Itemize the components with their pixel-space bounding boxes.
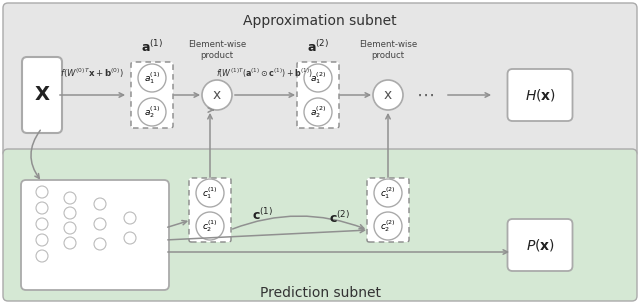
- Circle shape: [64, 192, 76, 204]
- Text: Prediction subnet: Prediction subnet: [259, 286, 381, 300]
- FancyBboxPatch shape: [508, 69, 573, 121]
- Circle shape: [138, 98, 166, 126]
- Circle shape: [94, 238, 106, 250]
- Circle shape: [94, 218, 106, 230]
- Text: $f(W^{(0)T}\mathbf{x}+\mathbf{b}^{(0)})$: $f(W^{(0)T}\mathbf{x}+\mathbf{b}^{(0)})$: [60, 67, 124, 80]
- Circle shape: [64, 237, 76, 249]
- Text: $a_1^{(2)}$: $a_1^{(2)}$: [310, 70, 326, 86]
- Text: $a_2^{(1)}$: $a_2^{(1)}$: [144, 104, 160, 120]
- Text: $a_1^{(1)}$: $a_1^{(1)}$: [144, 70, 160, 86]
- Text: $\mathsf{x}$: $\mathsf{x}$: [383, 88, 393, 102]
- Circle shape: [196, 179, 224, 207]
- Circle shape: [94, 198, 106, 210]
- Circle shape: [124, 232, 136, 244]
- Circle shape: [196, 212, 224, 240]
- Text: $c_2^{(1)}$: $c_2^{(1)}$: [202, 218, 218, 234]
- Circle shape: [36, 218, 48, 230]
- Text: $\cdots$: $\cdots$: [416, 86, 434, 104]
- Circle shape: [124, 212, 136, 224]
- Circle shape: [36, 186, 48, 198]
- FancyBboxPatch shape: [131, 62, 173, 128]
- Circle shape: [36, 234, 48, 246]
- FancyBboxPatch shape: [22, 57, 62, 133]
- Text: $\mathbf{a}^{(1)}$: $\mathbf{a}^{(1)}$: [141, 39, 163, 55]
- Circle shape: [304, 64, 332, 92]
- Text: Approximation subnet: Approximation subnet: [243, 14, 397, 28]
- Text: $\mathbf{X}$: $\mathbf{X}$: [34, 85, 51, 105]
- Circle shape: [374, 179, 402, 207]
- FancyBboxPatch shape: [508, 219, 573, 271]
- Circle shape: [64, 222, 76, 234]
- Text: $\mathbf{c}^{(2)}$: $\mathbf{c}^{(2)}$: [329, 210, 350, 226]
- Text: $P(\mathbf{x})$: $P(\mathbf{x})$: [525, 237, 554, 253]
- Circle shape: [202, 80, 232, 110]
- FancyBboxPatch shape: [189, 178, 231, 242]
- Text: $\mathbf{a}^{(2)}$: $\mathbf{a}^{(2)}$: [307, 39, 329, 55]
- Circle shape: [304, 98, 332, 126]
- Circle shape: [138, 64, 166, 92]
- Text: $\mathsf{x}$: $\mathsf{x}$: [212, 88, 222, 102]
- Circle shape: [36, 250, 48, 262]
- FancyBboxPatch shape: [367, 178, 409, 242]
- Circle shape: [373, 80, 403, 110]
- Circle shape: [64, 207, 76, 219]
- Text: $f(W^{(1)T}(\mathbf{a}^{(1)}\odot\mathbf{c}^{(1)})+\mathbf{b}^{(1)})$: $f(W^{(1)T}(\mathbf{a}^{(1)}\odot\mathbf…: [216, 67, 314, 80]
- Text: $a_2^{(2)}$: $a_2^{(2)}$: [310, 104, 326, 120]
- FancyBboxPatch shape: [3, 149, 637, 301]
- Text: Element-wise
product: Element-wise product: [359, 40, 417, 60]
- Text: $c_2^{(2)}$: $c_2^{(2)}$: [380, 218, 396, 234]
- Text: $c_1^{(2)}$: $c_1^{(2)}$: [380, 185, 396, 201]
- Text: $H(\mathbf{x})$: $H(\mathbf{x})$: [525, 87, 556, 103]
- FancyBboxPatch shape: [297, 62, 339, 128]
- Circle shape: [36, 202, 48, 214]
- Text: $\mathbf{c}^{(1)}$: $\mathbf{c}^{(1)}$: [252, 207, 273, 223]
- Text: Element-wise
product: Element-wise product: [188, 40, 246, 60]
- FancyBboxPatch shape: [21, 180, 169, 290]
- FancyBboxPatch shape: [3, 3, 637, 157]
- Circle shape: [374, 212, 402, 240]
- Text: $c_1^{(1)}$: $c_1^{(1)}$: [202, 185, 218, 201]
